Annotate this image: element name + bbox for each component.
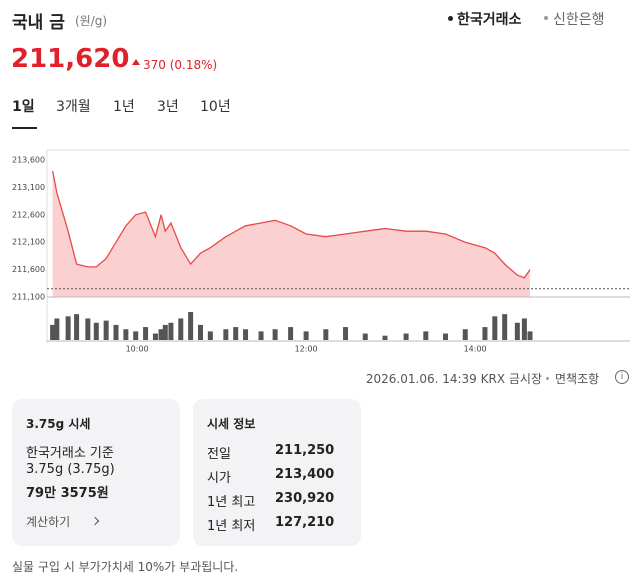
y-tick-label: 213,100 (12, 183, 45, 192)
period-tab[interactable]: 1년 (113, 99, 135, 115)
info-label: 1년 최저 (207, 519, 256, 534)
disclaimer[interactable]: 면책조항 (555, 372, 600, 386)
volume-bar (178, 318, 184, 340)
title: 국내 금 (12, 13, 65, 33)
info-value: 211,250 (275, 443, 335, 458)
volume-bar (343, 327, 349, 340)
volume-bar (223, 329, 229, 340)
price-line (51, 170, 531, 279)
volume-bar (233, 327, 239, 340)
info-label: 시가 (207, 471, 231, 486)
info-icon[interactable]: i (615, 370, 629, 384)
basis: 한국거래소 기준 (26, 446, 114, 461)
source-tab[interactable]: 한국거래소 (457, 12, 522, 28)
timestamp: 2026.01.06. 14:39 KRX 금시장 (365, 372, 542, 386)
volume-bar (303, 331, 309, 340)
volume-bar (207, 331, 213, 340)
volume-bar (113, 324, 119, 340)
weight: 3.75g (3.75g) (26, 462, 115, 477)
source-tab[interactable]: 신한은행 (553, 12, 605, 28)
volume-bar (362, 333, 368, 340)
y-tick-label: 213,600 (12, 156, 45, 165)
volume-bar (54, 318, 60, 340)
chart: 213,600 213,100 212,600 212,100 211,600 211,1… (12, 149, 630, 354)
volume-bar (50, 324, 56, 340)
volume-bar (258, 331, 264, 340)
info-value: 230,920 (275, 491, 335, 506)
volume-bar (382, 335, 388, 340)
calc-link[interactable]: 계산하기 (26, 515, 71, 529)
volume-bar (168, 322, 174, 340)
volume-bar (85, 318, 91, 340)
volume-bar (65, 316, 71, 340)
volume-bar (527, 331, 533, 340)
volume-bar (423, 331, 429, 340)
volume-bar (162, 324, 168, 340)
volume-bar (143, 327, 149, 340)
up-arrow (132, 59, 140, 65)
y-tick-label: 212,100 (12, 238, 45, 247)
y-tick-label: 211,600 (12, 265, 45, 274)
card-title: 시세 정보 (207, 417, 256, 431)
volume-bar (443, 333, 449, 340)
unit: (원/g) (75, 14, 108, 28)
volume-bar (492, 316, 498, 340)
price: 211,620 (11, 44, 130, 74)
volume-bar (323, 329, 329, 340)
volume-bar (158, 329, 164, 340)
volume-bar (243, 329, 249, 340)
price-area (52, 171, 531, 297)
volume-bar (123, 329, 129, 340)
period-tab[interactable]: 1일 (12, 99, 35, 115)
volume-bar (462, 329, 468, 340)
info-value: 127,210 (275, 515, 335, 530)
card-title: 3.75g 시세 (26, 417, 91, 431)
y-tick-label: 212,600 (12, 210, 45, 219)
dot (544, 16, 548, 20)
chevron (90, 516, 100, 526)
volume-bar (197, 324, 203, 340)
info-label: 전일 (207, 447, 231, 462)
x-tick-label: 14:00 (464, 345, 487, 354)
volume-bar (93, 322, 99, 340)
dot (448, 16, 453, 21)
volume-bar (521, 318, 527, 340)
info-label: 1년 최고 (207, 495, 256, 510)
separator (546, 377, 549, 380)
period-tab[interactable]: 3년 (157, 99, 179, 115)
volume-bar (188, 312, 194, 340)
volume-bar (502, 314, 508, 340)
x-tick-label: 12:00 (295, 345, 318, 354)
amount: 79만 3575원 (26, 486, 109, 501)
volume-bar (133, 331, 139, 340)
y-tick-label: 211,100 (12, 293, 45, 302)
info-value: 213,400 (275, 467, 335, 482)
tab-underline (12, 127, 37, 129)
volume-bar (74, 314, 80, 340)
x-tick-label: 10:00 (126, 345, 149, 354)
period-tab[interactable]: 10년 (200, 99, 231, 115)
card: 3.75g 시세 한국거래소 기준 3.75g (3.75g) 79만 3575… (12, 399, 180, 546)
volume-bar (403, 333, 409, 340)
card: 시세 정보 전일 211,250 시가 213,400 1년 최고 230,920 1년 최… (193, 399, 361, 546)
volume-bar (272, 329, 278, 340)
price-change: 370 (0.18%) (143, 58, 218, 72)
volume-bar (514, 322, 520, 340)
volume-bar (103, 320, 109, 340)
volume-bar (288, 327, 294, 340)
volume-bar (482, 327, 488, 340)
period-tab[interactable]: 3개월 (56, 99, 91, 115)
note: 실물 구입 시 부가가치세 10%가 부과됩니다. (12, 560, 239, 574)
volume-bar (152, 333, 158, 340)
